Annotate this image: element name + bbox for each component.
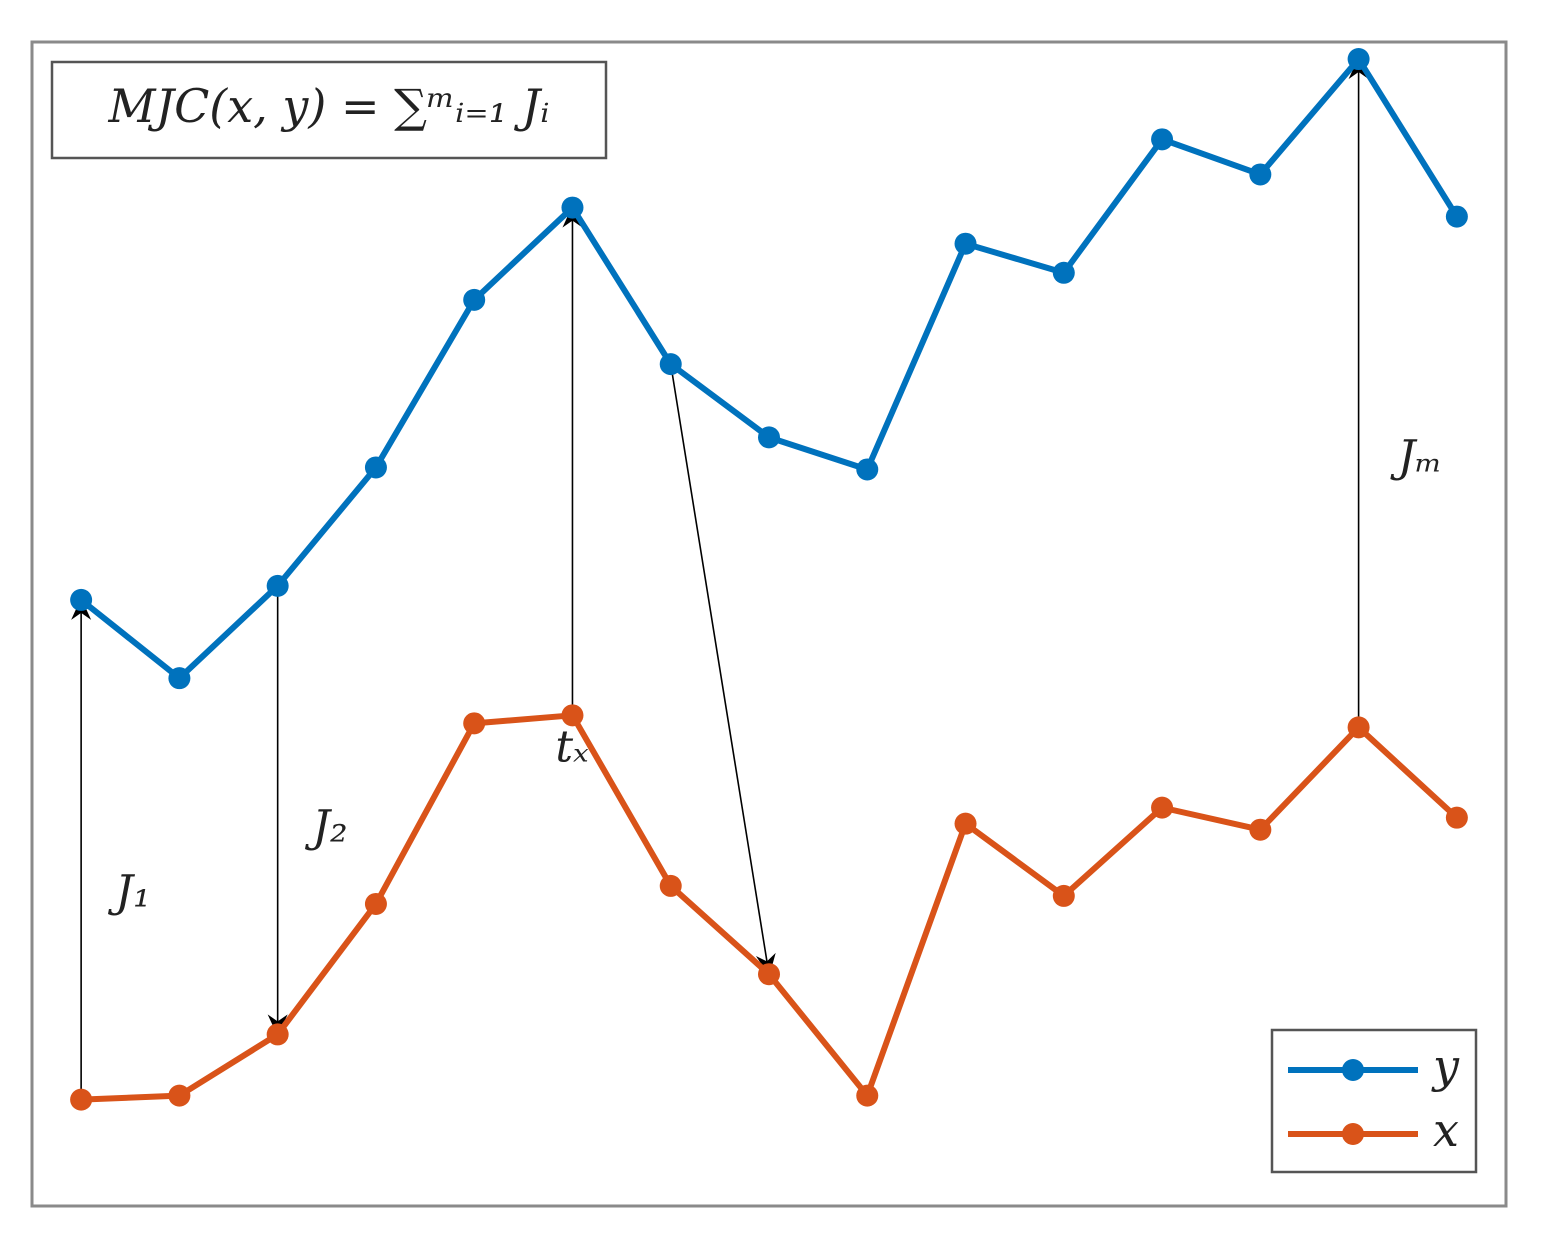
point <box>1151 128 1174 151</box>
point <box>266 1023 289 1046</box>
point <box>168 1084 191 1107</box>
annotation: J₁ <box>107 867 150 918</box>
point <box>1151 796 1174 819</box>
point <box>70 1088 93 1111</box>
annotation: tₓ <box>555 722 589 773</box>
legend-label: x <box>1433 1103 1459 1157</box>
legend-marker <box>1342 1059 1364 1081</box>
point <box>1347 716 1370 739</box>
point <box>1347 48 1370 71</box>
point <box>266 574 289 597</box>
point <box>659 353 682 376</box>
point <box>561 704 584 727</box>
point <box>1249 818 1272 841</box>
point <box>70 588 93 611</box>
point <box>1249 163 1272 186</box>
arrow <box>669 363 776 977</box>
legend-marker <box>1342 1123 1364 1145</box>
plot-frame <box>30 40 1508 1208</box>
formula: MJC(x, y) = ∑ᵐᵢ₌₁ Jᵢ <box>108 79 550 133</box>
point <box>856 458 879 481</box>
point <box>364 456 387 479</box>
point <box>954 812 977 835</box>
point <box>1052 261 1075 284</box>
point <box>1445 205 1468 228</box>
point <box>561 196 584 219</box>
point <box>758 426 780 449</box>
point <box>954 232 977 255</box>
point <box>1445 806 1468 829</box>
point <box>758 963 780 986</box>
point <box>463 712 486 735</box>
point <box>659 874 682 897</box>
series-line <box>81 712 1459 1103</box>
point <box>1052 884 1075 907</box>
point <box>856 1084 879 1107</box>
annotation: J₂ <box>304 802 347 853</box>
point <box>364 892 387 915</box>
annotation: Jₘ <box>1390 432 1443 483</box>
point <box>168 667 191 690</box>
legend <box>1270 1028 1478 1174</box>
legend-label: y <box>1431 1039 1460 1093</box>
point <box>463 288 486 311</box>
formula-box <box>50 60 608 160</box>
